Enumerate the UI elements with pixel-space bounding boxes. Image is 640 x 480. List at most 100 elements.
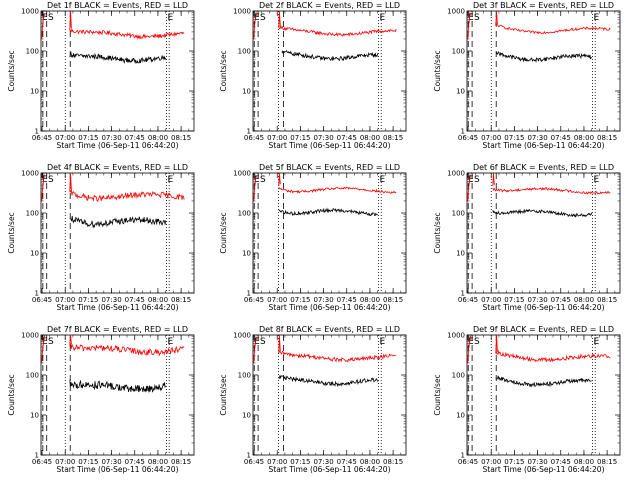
- y-tick-label: 1000: [21, 332, 39, 340]
- annotation-label: E: [593, 175, 599, 185]
- series-lld-early: [253, 175, 257, 202]
- x-tick-label: 07:00: [481, 134, 501, 142]
- y-tick-label: 100: [452, 48, 465, 56]
- y-tick-label: 1: [247, 128, 251, 136]
- x-tick-label: 07:30: [313, 296, 333, 304]
- panel-title: Det 8f BLACK = Events, RED = LLD: [259, 325, 400, 334]
- x-tick-label: 06:45: [244, 134, 264, 142]
- series-lld-spike: [278, 10, 281, 28]
- y-tick-label: 1: [461, 290, 465, 298]
- series-lld-spike: [492, 172, 495, 187]
- detector-panel: Det 5f BLACK = Events, RED = LLD 1 10 100 10…: [219, 163, 407, 312]
- annotation-label: E: [42, 13, 48, 23]
- y-tick-label: 1000: [447, 8, 465, 16]
- panel-title: Det 5f BLACK = Events, RED = LLD: [259, 163, 400, 172]
- annotation-label: S: [48, 337, 54, 347]
- y-tick-label: 1000: [233, 170, 251, 178]
- x-tick-label: 07:00: [55, 458, 75, 466]
- series-events-line: [278, 207, 378, 217]
- x-tick-label: 07:15: [78, 458, 98, 466]
- y-axis-label: Counts/sec: [433, 212, 442, 253]
- y-axis-label: Counts/sec: [219, 212, 228, 253]
- detector-panel: Det 3f BLACK = Events, RED = LLD 1 10 100 10…: [433, 1, 621, 150]
- annotation-label: E: [254, 337, 260, 347]
- x-tick-label: 06:45: [32, 134, 52, 142]
- x-axis-label: Start Time (06-Sep-11 06:44:20): [57, 465, 179, 474]
- x-tick-label: 08:15: [383, 296, 403, 304]
- x-tick-label: 07:45: [337, 296, 357, 304]
- y-axis-label: Counts/sec: [219, 374, 228, 415]
- y-tick-label: 100: [26, 48, 39, 56]
- y-tick-label: 1: [247, 452, 251, 460]
- x-axis-label: Start Time (06-Sep-11 06:44:20): [483, 465, 605, 474]
- x-tick-label: 07:45: [551, 134, 571, 142]
- y-axis-label: Counts/sec: [433, 374, 442, 415]
- x-axis-label: Start Time (06-Sep-11 06:44:20): [269, 465, 391, 474]
- panel-title: Det 6f BLACK = Events, RED = LLD: [473, 163, 614, 172]
- y-tick-label: 10: [30, 88, 39, 96]
- y-tick-label: 100: [452, 210, 465, 218]
- x-tick-label: 07:45: [337, 134, 357, 142]
- series-lld-early: [41, 13, 45, 40]
- x-tick-label: 07:30: [527, 458, 547, 466]
- series-events-line: [495, 51, 593, 64]
- annotation-label: E: [167, 13, 173, 23]
- series-events-line: [278, 375, 379, 388]
- x-tick-label: 08:15: [597, 458, 617, 466]
- x-tick-label: 07:15: [290, 134, 310, 142]
- x-tick-label: 07:15: [504, 134, 524, 142]
- x-tick-label: 07:45: [125, 458, 145, 466]
- y-tick-label: 10: [456, 250, 465, 258]
- x-tick-label: 08:15: [383, 458, 403, 466]
- series-lld-line: [69, 189, 185, 202]
- plot-frame: [252, 10, 407, 132]
- y-tick-label: 10: [456, 88, 465, 96]
- y-tick-label: 1000: [447, 332, 465, 340]
- x-tick-label: 07:00: [481, 458, 501, 466]
- y-tick-label: 1000: [233, 8, 251, 16]
- x-tick-label: 07:30: [527, 134, 547, 142]
- series-events-line: [281, 49, 379, 62]
- x-axis-label: Start Time (06-Sep-11 06:44:20): [269, 303, 391, 312]
- y-tick-label: 1000: [447, 170, 465, 178]
- y-tick-label: 1: [35, 452, 39, 460]
- y-tick-label: 100: [452, 372, 465, 380]
- series-lld-line: [69, 343, 185, 357]
- y-tick-label: 1000: [233, 332, 251, 340]
- plot-frame: [466, 334, 621, 456]
- annotation-label: E: [468, 175, 474, 185]
- x-tick-label: 06:45: [32, 458, 52, 466]
- x-tick-label: 07:00: [55, 296, 75, 304]
- series-lld-line: [492, 187, 611, 195]
- x-tick-label: 07:00: [267, 134, 287, 142]
- x-tick-label: 07:30: [527, 296, 547, 304]
- y-tick-label: 1000: [21, 170, 39, 178]
- x-tick-label: 07:00: [267, 296, 287, 304]
- annotation-label: E: [167, 337, 173, 347]
- x-tick-label: 07:30: [101, 458, 121, 466]
- panel-title: Det 1f BLACK = Events, RED = LLD: [47, 1, 188, 10]
- annotation-label: E: [167, 175, 173, 185]
- series-lld-line: [278, 25, 397, 38]
- annotation-label: E: [42, 337, 48, 347]
- series-events-line: [69, 51, 167, 65]
- y-tick-label: 10: [30, 250, 39, 258]
- y-tick-label: 100: [238, 210, 251, 218]
- annotation-label: E: [42, 175, 48, 185]
- x-tick-label: 07:00: [481, 296, 501, 304]
- series-lld-spike: [69, 10, 72, 30]
- x-tick-label: 08:00: [360, 458, 380, 466]
- x-tick-label: 07:30: [313, 134, 333, 142]
- x-tick-label: 08:15: [171, 134, 191, 142]
- detector-panel: Det 9f BLACK = Events, RED = LLD 1 10 100 10…: [433, 325, 621, 474]
- annotation-label: S: [474, 337, 480, 347]
- x-tick-label: 06:45: [458, 458, 478, 466]
- x-tick-label: 07:45: [125, 134, 145, 142]
- x-tick-label: 06:45: [244, 296, 264, 304]
- annotation-label: S: [474, 13, 480, 23]
- series-lld-early: [253, 336, 257, 364]
- x-tick-label: 07:15: [290, 458, 310, 466]
- series-events-line: [69, 215, 167, 229]
- detector-panel: Det 6f BLACK = Events, RED = LLD 1 10 100 10…: [433, 163, 621, 312]
